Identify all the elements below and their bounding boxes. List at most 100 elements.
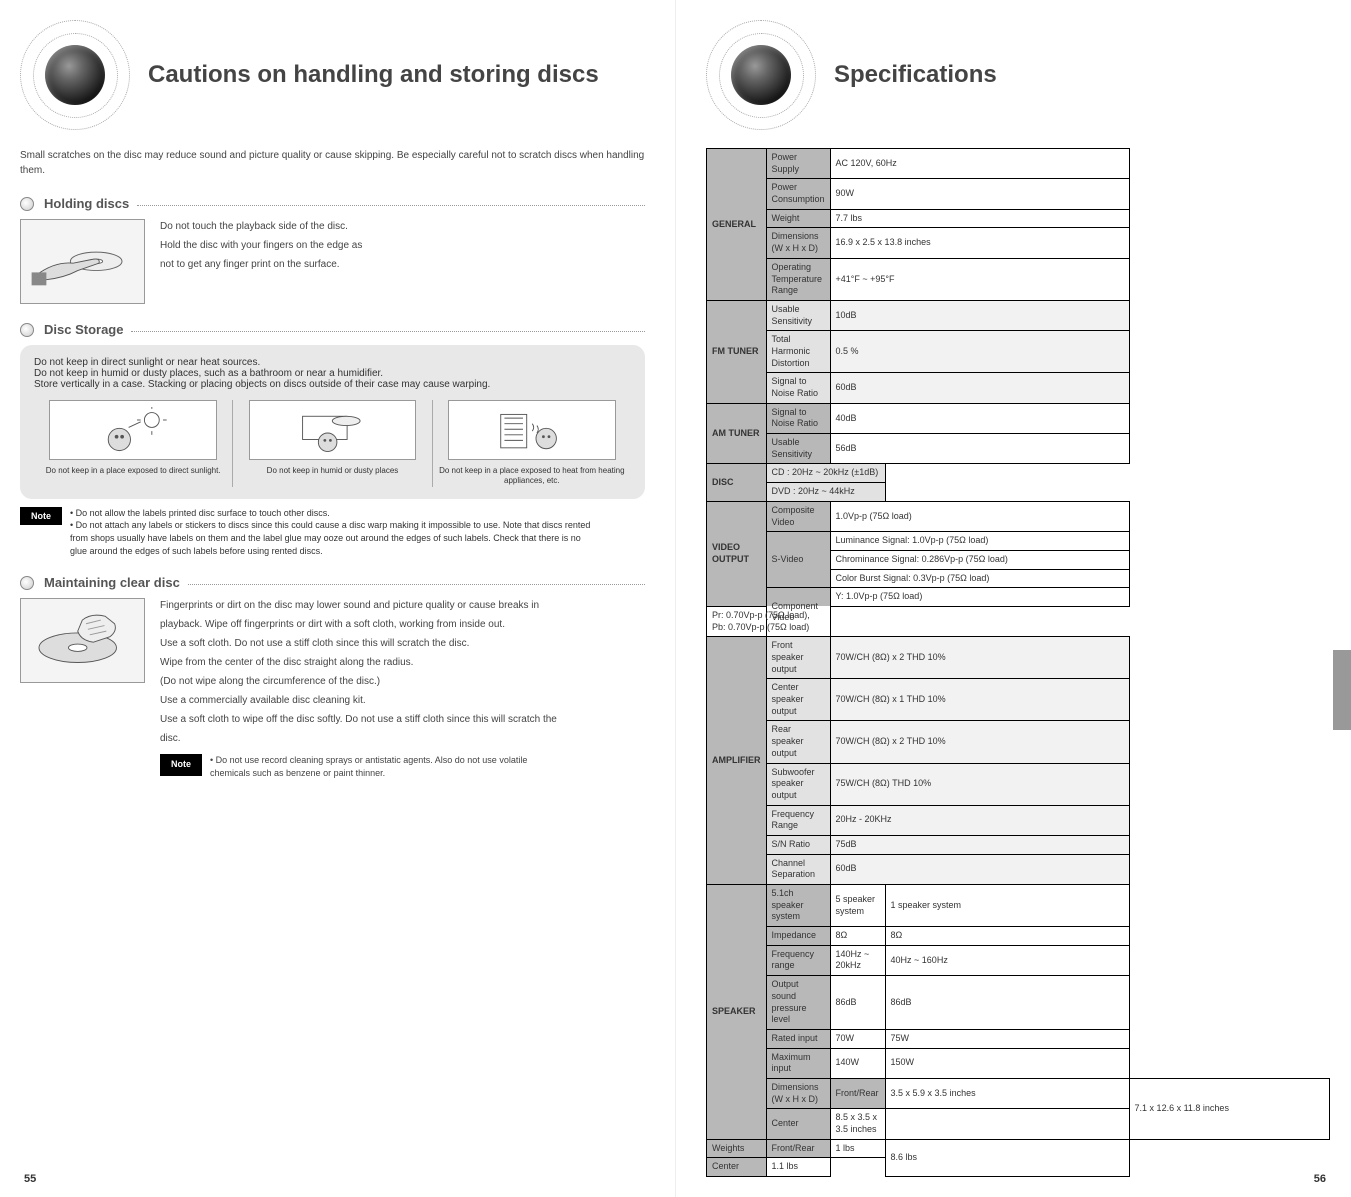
spec-row: DISCCD : 20Hz ~ 20kHz (±1dB) — [707, 464, 1330, 483]
spec-row: Pr: 0.70Vp-p (75Ω load), Pb: 0.70Vp-p (7… — [707, 606, 1330, 636]
spec-sublabel: Center — [766, 1109, 830, 1139]
page-handling-discs: Cautions on handling and storing discs S… — [0, 0, 675, 1197]
spec-row: AM TUNERSignal to Noise Ratio40dB — [707, 403, 1330, 433]
spec-value: 3.5 x 5.9 x 3.5 inches — [885, 1078, 1129, 1108]
spec-value: 90W — [830, 179, 1129, 209]
spec-value: 7.1 x 12.6 x 11.8 inches — [1129, 1078, 1329, 1139]
bullet-icon — [20, 197, 34, 211]
spec-label: Operating Temperature Range — [766, 258, 830, 300]
spec-row: Weight7.7 lbs — [707, 209, 1330, 228]
spec-row: FM TUNERUsable Sensitivity10dB — [707, 300, 1330, 330]
spec-value: 70W/CH (8Ω) x 2 THD 10% — [830, 721, 1129, 763]
spec-value: 16.9 x 2.5 x 13.8 inches — [830, 228, 1129, 258]
intro-text: Small scratches on the disc may reduce s… — [20, 148, 645, 178]
spec-value: 10dB — [830, 300, 1129, 330]
spec-label: Weight — [766, 209, 830, 228]
side-tab — [1333, 650, 1351, 730]
spec-label: Center speaker output — [766, 679, 830, 721]
spec-label: Signal to Noise Ratio — [766, 373, 830, 403]
spec-category: GENERAL — [707, 149, 767, 301]
spec-label: 5.1ch speaker system — [766, 885, 830, 927]
spec-value: 8.5 x 3.5 x 3.5 inches — [830, 1109, 885, 1139]
bullet-icon — [20, 323, 34, 337]
spec-value: Y: 1.0Vp-p (75Ω load) — [830, 588, 1129, 607]
spec-label: Impedance — [766, 927, 830, 946]
spec-row: Power Consumption90W — [707, 179, 1330, 209]
spec-label: Rear speaker output — [766, 721, 830, 763]
note-badge: Note — [20, 507, 62, 525]
spec-row: Usable Sensitivity56dB — [707, 434, 1330, 464]
holding-text: Do not touch the playback side of the di… — [160, 219, 362, 304]
spec-label: Dimensions (W x H x D) — [766, 1078, 830, 1108]
spec-label: Frequency range — [766, 945, 830, 975]
illus-sunlight — [49, 400, 217, 460]
spec-value: AC 120V, 60Hz — [830, 149, 1129, 179]
speaker-logo — [706, 20, 816, 130]
header: Cautions on handling and storing discs — [20, 20, 645, 130]
spec-value: Color Burst Signal: 0.3Vp-p (75Ω load) — [830, 569, 1129, 588]
spec-category: AMPLIFIER — [707, 637, 767, 885]
spec-row: GENERALPower SupplyAC 120V, 60Hz — [707, 149, 1330, 179]
illus-wipe-disc — [20, 598, 145, 683]
spec-row: Channel Separation60dB — [707, 854, 1330, 884]
spec-row: DVD : 20Hz ~ 44kHz — [707, 483, 1330, 502]
spec-row: Rear speaker output70W/CH (8Ω) x 2 THD 1… — [707, 721, 1330, 763]
spec-value: 56dB — [830, 434, 1129, 464]
page-specifications: Specifications GENERALPower SupplyAC 120… — [675, 0, 1350, 1197]
spec-row: Dimensions (W x H x D)Front/Rear3.5 x 5.… — [707, 1078, 1330, 1108]
spec-value: +41°F ~ +95°F — [830, 258, 1129, 300]
spec-row: Rated input70W75W — [707, 1029, 1330, 1048]
spec-label: Usable Sensitivity — [766, 300, 830, 330]
spec-row: Signal to Noise Ratio60dB — [707, 373, 1330, 403]
spec-label: Usable Sensitivity — [766, 434, 830, 464]
spec-value: 140W — [830, 1048, 885, 1078]
spec-label: Total Harmonic Distortion — [766, 331, 830, 373]
spec-value: 70W — [830, 1029, 885, 1048]
spec-value: 75W — [885, 1029, 1129, 1048]
spec-row: S-VideoLuminance Signal: 1.0Vp-p (75Ω lo… — [707, 532, 1330, 551]
spec-value: 7.7 lbs — [830, 209, 1129, 228]
spec-value: 150W — [885, 1048, 1129, 1078]
spec-row: Maximum input140W150W — [707, 1048, 1330, 1078]
illus-humid — [249, 400, 417, 460]
spec-value: 140Hz ~ 20kHz — [830, 945, 885, 975]
spec-row: SPEAKER5.1ch speaker system5 speaker sys… — [707, 885, 1330, 927]
storage-cell-heat: Do not keep in a place exposed to heat f… — [432, 400, 631, 487]
spec-label: Power Supply — [766, 149, 830, 179]
spec-value: 1.1 lbs — [766, 1158, 830, 1177]
spec-row: WeightsFront/Rear1 lbs8.6 lbs — [707, 1139, 1330, 1158]
spec-category: SPEAKER — [707, 885, 767, 1140]
spec-value: 40dB — [830, 403, 1129, 433]
spec-value: 86dB — [830, 976, 885, 1030]
spec-label: Maximum input — [766, 1048, 830, 1078]
spec-label: Output sound pressure level — [766, 976, 830, 1030]
spec-row: Subwoofer speaker output75W/CH (8Ω) THD … — [707, 763, 1330, 805]
illus-hand-disc — [20, 219, 145, 304]
storage-cell-humid: Do not keep in humid or dusty places — [232, 400, 431, 487]
section-clean: Maintaining clear disc Fingerprints or d… — [20, 575, 645, 779]
speaker-logo — [20, 20, 130, 130]
holding-heading: Holding discs — [44, 196, 129, 211]
spec-row: VIDEO OUTPUTComposite Video1.0Vp-p (75Ω … — [707, 501, 1330, 531]
storage-box: Do not keep in direct sunlight or near h… — [20, 345, 645, 499]
spec-row: Frequency range140Hz ~ 20kHz40Hz ~ 160Hz — [707, 945, 1330, 975]
spec-value: 8Ω — [830, 927, 885, 946]
spec-row: Center speaker output70W/CH (8Ω) x 1 THD… — [707, 679, 1330, 721]
spec-label: S-Video — [766, 532, 830, 588]
spec-label: Signal to Noise Ratio — [766, 403, 830, 433]
spec-value: 20Hz - 20KHz — [830, 805, 1129, 835]
spec-category: VIDEO OUTPUT — [707, 501, 767, 606]
spec-label: Rated input — [766, 1029, 830, 1048]
header: Specifications — [706, 20, 1330, 130]
clean-note-text: • Do not use record cleaning sprays or a… — [210, 754, 557, 779]
spec-value: Chrominance Signal: 0.286Vp-p (75Ω load) — [830, 550, 1129, 569]
storage-cell-sunlight: Do not keep in a place exposed to direct… — [34, 400, 232, 487]
spec-value: 5 speaker system — [830, 885, 885, 927]
spec-label: Weights — [707, 1139, 767, 1158]
spec-value: Luminance Signal: 1.0Vp-p (75Ω load) — [830, 532, 1129, 551]
spec-value: 75dB — [830, 835, 1129, 854]
spec-row: Dimensions (W x H x D)16.9 x 2.5 x 13.8 … — [707, 228, 1330, 258]
spec-row: Operating Temperature Range+41°F ~ +95°F — [707, 258, 1330, 300]
illus-heat — [448, 400, 616, 460]
spec-value: 1 speaker system — [885, 885, 1129, 927]
